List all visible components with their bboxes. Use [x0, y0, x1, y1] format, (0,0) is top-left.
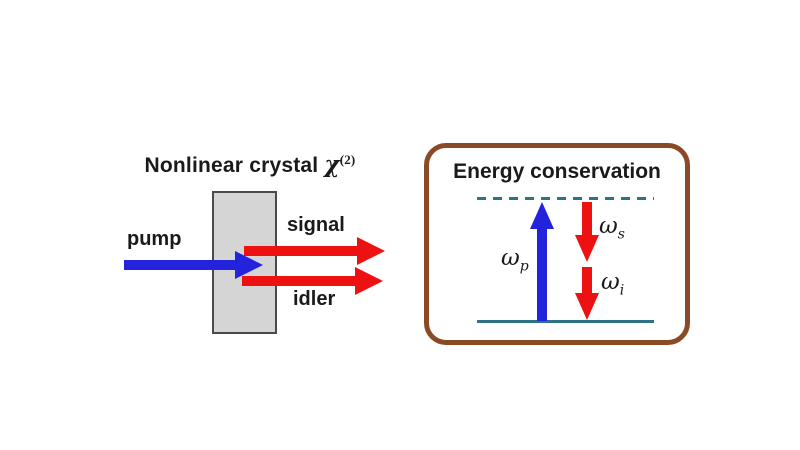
chi-superscript: (2)	[339, 152, 356, 167]
pump-label: pump	[127, 228, 182, 250]
energy-box-title: Energy conservation	[453, 160, 661, 183]
signal-arrow	[244, 237, 385, 265]
idler-arrow	[242, 267, 383, 295]
signal-label: signal	[287, 214, 345, 236]
energy-conservation-box	[424, 143, 690, 345]
omega-s-sub: s	[617, 226, 625, 243]
omega-p-label: ωp	[501, 245, 529, 275]
signal-energy-down-arrow	[575, 202, 599, 262]
idler-arrow-shape	[242, 267, 383, 295]
idler-energy-arrow-shape	[575, 267, 599, 320]
pump-energy-arrow-shape	[530, 202, 554, 321]
crystal-title: Nonlinear crystal χ(2)	[118, 151, 382, 178]
omega-p-sub: p	[519, 258, 529, 275]
omega-p-symbol: ω	[501, 245, 520, 271]
pump-energy-up-arrow	[530, 202, 554, 321]
omega-s-label: ωs	[599, 213, 625, 243]
omega-i-symbol: ω	[601, 269, 620, 295]
upper-level-dashed-line	[477, 197, 654, 200]
omega-i-label: ωi	[601, 269, 624, 299]
chi-symbol: χ	[324, 151, 340, 178]
pump-arrow	[124, 251, 263, 279]
pump-arrow-shape	[124, 251, 263, 279]
signal-energy-arrow-shape	[575, 202, 599, 262]
idler-energy-down-arrow	[575, 267, 599, 320]
signal-arrow-shape	[244, 237, 385, 265]
omega-s-symbol: ω	[599, 213, 618, 239]
ground-level-line	[477, 320, 654, 323]
idler-label: idler	[293, 288, 336, 310]
omega-i-sub: i	[619, 282, 625, 299]
crystal-title-text: Nonlinear crystal	[144, 154, 319, 177]
